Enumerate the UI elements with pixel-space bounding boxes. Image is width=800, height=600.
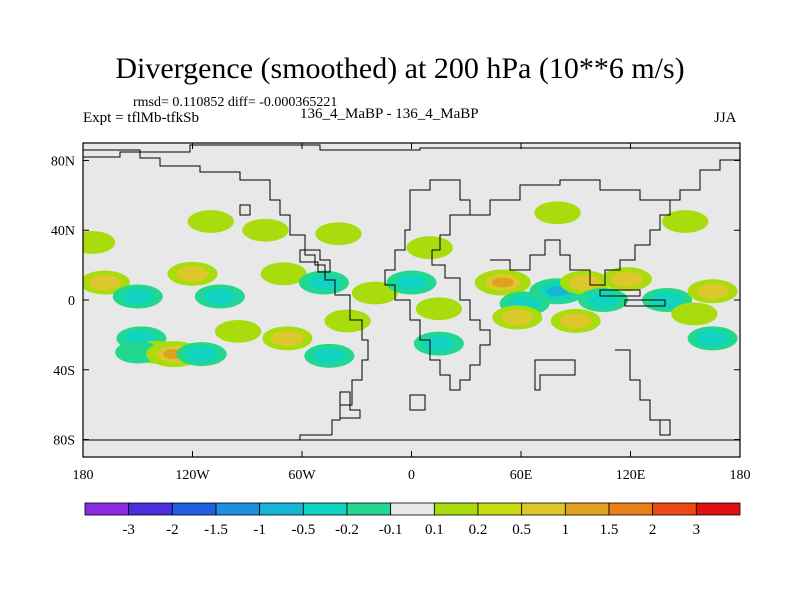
colorbar-label: 1	[562, 522, 570, 538]
colorbar-label: -1.5	[204, 522, 228, 538]
anomaly-peak	[491, 277, 514, 288]
anomaly-core	[88, 274, 121, 291]
anomaly-region	[83, 231, 116, 254]
anomaly-region	[214, 320, 262, 343]
anomaly-core	[559, 313, 592, 329]
anomaly-core	[696, 283, 729, 300]
anomaly-region	[351, 281, 399, 305]
anomaly-core	[610, 271, 643, 287]
anomaly-region	[662, 210, 709, 233]
anomaly-field	[83, 201, 738, 368]
anomaly-peak	[546, 286, 569, 297]
colorbar-swatch	[215, 502, 261, 516]
anomaly-region	[534, 201, 581, 225]
x-tick-label: 120W	[175, 468, 210, 483]
colorbar-swatch	[652, 502, 697, 516]
y-tick-label: 0	[68, 294, 75, 309]
x-tick-label: 180	[730, 468, 751, 483]
anomaly-core	[185, 346, 218, 362]
colorbar-label: -2	[166, 522, 179, 538]
colorbar-swatch	[302, 502, 348, 516]
colorbar-label: -0.5	[291, 522, 315, 538]
y-tick-label: 40N	[51, 224, 75, 239]
anomaly-region	[324, 309, 371, 333]
colorbar-label: -3	[122, 522, 135, 538]
stats-label: rmsd= 0.110852 diff= -0.000365221	[133, 95, 338, 110]
anomaly-core	[313, 348, 346, 364]
anomaly-core	[422, 335, 455, 352]
anomaly-region	[406, 236, 453, 260]
x-tick-label: 120E	[616, 468, 646, 483]
colorbar-swatch	[433, 502, 479, 516]
anomaly-core	[395, 274, 428, 291]
y-tick-label: 80N	[51, 154, 75, 169]
experiment-label: Expt = tflMb-tfkSb	[83, 110, 199, 126]
colorbar-label: 0.1	[425, 522, 444, 538]
colorbar-swatch	[477, 502, 523, 516]
colorbar-swatch	[521, 502, 566, 516]
anomaly-core	[568, 274, 601, 291]
colorbar-label: 0.5	[512, 522, 531, 538]
anomaly-region	[260, 262, 307, 286]
anomaly-core	[587, 292, 620, 308]
anomaly-core	[651, 292, 683, 308]
anomaly-core	[271, 330, 304, 347]
colorbar-swatch	[346, 502, 392, 516]
anomaly-core	[696, 330, 729, 347]
colorbar-label: -0.2	[335, 522, 359, 538]
anomaly-core	[203, 288, 236, 305]
axis-ticks: 180 120W 60W 0 60E 120E 180 80N 40N 0 40S 80S	[51, 143, 751, 483]
colorbar-swatch	[390, 502, 435, 516]
colorbar-swatch	[128, 502, 173, 516]
x-tick-label: 60W	[288, 468, 316, 483]
anomaly-core	[176, 266, 209, 282]
anomaly-region	[671, 302, 718, 326]
colorbar-label: 2	[649, 522, 657, 538]
colorbar-label: 0.2	[469, 522, 488, 538]
colorbar-swatch	[695, 502, 741, 516]
colorbar: -3 -2 -1.5 -1 -0.5 -0.2 -0.1 0.1 0.2 0.5 1 1.5 2 3	[84, 502, 741, 538]
colorbar-swatch	[171, 502, 217, 516]
anomaly-core	[501, 309, 534, 326]
anomaly-core	[307, 274, 340, 291]
y-tick-label: 40S	[53, 364, 75, 379]
colorbar-swatch	[608, 502, 654, 516]
x-tick-label: 0	[408, 468, 415, 483]
colorbar-swatch	[84, 502, 130, 516]
colorbar-label: 3	[693, 522, 701, 538]
colorbar-swatch	[259, 502, 304, 516]
case-label: 136_4_MaBP - 136_4_MaBP	[300, 106, 479, 122]
colorbar-label: -1	[253, 522, 266, 538]
coastline-outline	[83, 144, 740, 441]
season-label: JJA	[714, 110, 737, 126]
anomaly-region	[315, 222, 362, 246]
chart-title: Divergence (smoothed) at 200 hPa (10**6 …	[115, 52, 685, 85]
anomaly-region	[242, 218, 289, 242]
colorbar-label: 1.5	[600, 522, 619, 538]
x-tick-label: 60E	[510, 468, 533, 483]
y-tick-label: 80S	[53, 434, 75, 449]
colorbar-label: -0.1	[379, 522, 403, 538]
colorbar-swatch	[564, 502, 610, 516]
anomaly-region	[187, 210, 234, 233]
anomaly-region	[415, 297, 463, 321]
anomaly-core	[121, 288, 154, 305]
x-tick-label: 180	[73, 468, 94, 483]
